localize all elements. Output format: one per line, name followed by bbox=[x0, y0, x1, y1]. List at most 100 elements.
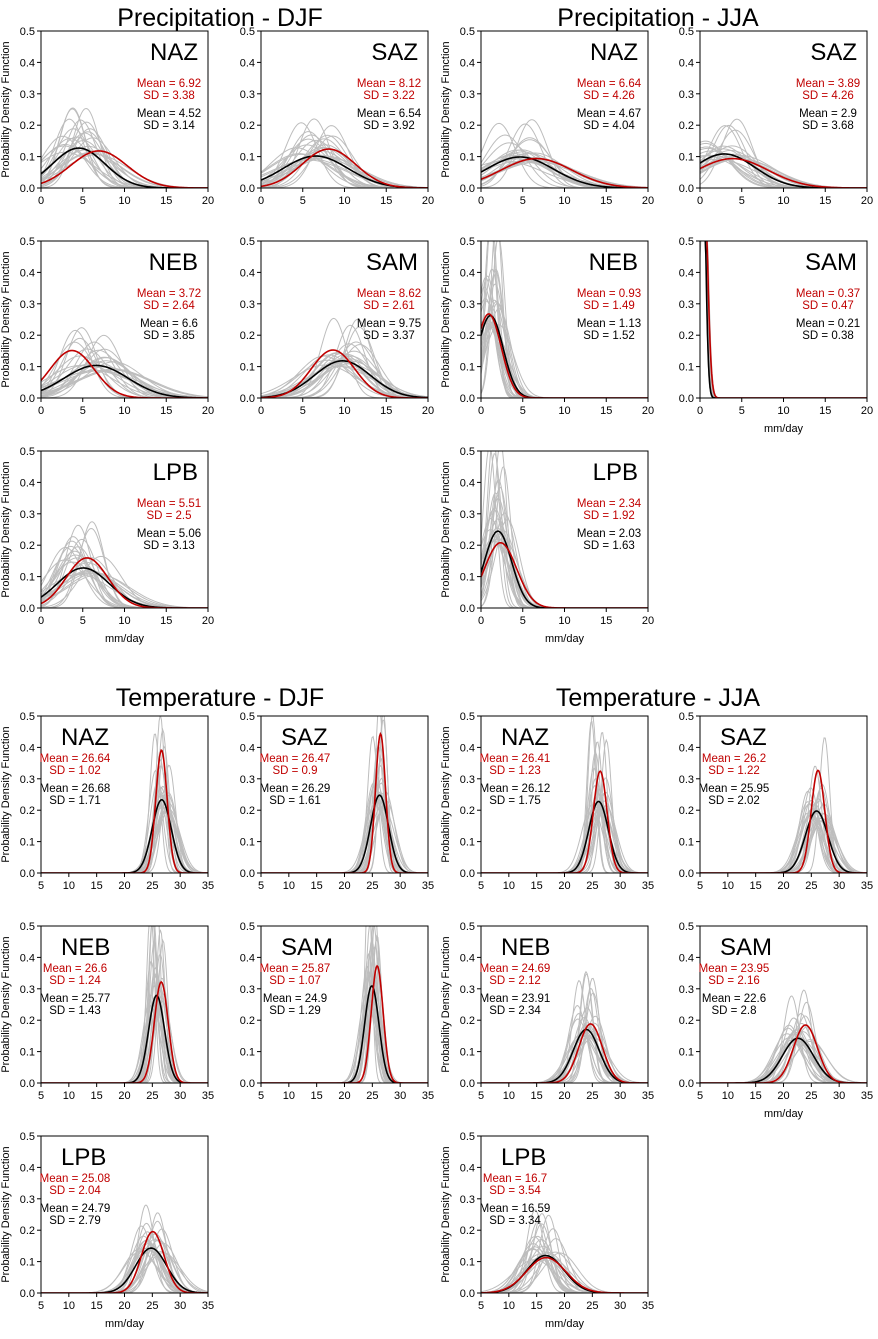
y-tick-label: 0.3 bbox=[679, 89, 694, 101]
member-curve bbox=[481, 123, 648, 188]
x-tick-label: 10 bbox=[503, 1090, 515, 1102]
observed-curve bbox=[41, 150, 208, 188]
x-tick-label: 35 bbox=[422, 880, 434, 892]
region-label: SAM bbox=[805, 249, 857, 276]
x-tick-label: 5 bbox=[478, 1300, 484, 1312]
region-label: NEB bbox=[149, 249, 198, 276]
x-tick-label: 15 bbox=[531, 1090, 543, 1102]
x-axis-label: mm/day bbox=[105, 633, 145, 645]
model-sd-label: SD = 3.85 bbox=[143, 330, 194, 342]
y-tick-label: 0.4 bbox=[460, 57, 475, 69]
model-mean-label: Mean = 26.68 bbox=[40, 783, 111, 795]
region-label: NAZ bbox=[501, 724, 549, 751]
y-tick-label: 0.4 bbox=[20, 952, 35, 964]
member-curve bbox=[481, 276, 648, 398]
model-mean-label: Mean = 16.59 bbox=[480, 1203, 551, 1215]
y-tick-label: 0.5 bbox=[20, 236, 35, 248]
y-tick-label: 0.5 bbox=[240, 711, 255, 723]
member-curve bbox=[700, 818, 867, 873]
x-tick-label: 20 bbox=[422, 405, 434, 417]
y-tick-label: 0.1 bbox=[679, 362, 694, 374]
x-tick-label: 10 bbox=[558, 405, 570, 417]
x-tick-label: 35 bbox=[422, 1090, 434, 1102]
obs-mean-label: Mean = 26.47 bbox=[260, 753, 331, 765]
y-tick-label: 0.3 bbox=[240, 984, 255, 996]
x-tick-label: 5 bbox=[300, 405, 306, 417]
y-tick-label: 0.4 bbox=[20, 57, 35, 69]
observed-curve bbox=[481, 157, 648, 188]
y-tick-label: 0.0 bbox=[679, 183, 694, 195]
model-mean-label: Mean = 24.79 bbox=[40, 1203, 111, 1215]
member-curve bbox=[700, 989, 867, 1083]
x-tick-label: 20 bbox=[558, 1300, 570, 1312]
pdf-panel-temperature-DJF-SAM: 0.0 0.1 0.2 0.3 0.4 0.5 5 10 15 20 25 30 35 SAM Mean =… bbox=[240, 921, 434, 1102]
y-tick-label: 0.0 bbox=[460, 868, 475, 880]
x-tick-label: 15 bbox=[160, 195, 172, 207]
x-tick-label: 10 bbox=[503, 1300, 515, 1312]
x-tick-label: 30 bbox=[614, 880, 626, 892]
x-tick-label: 5 bbox=[258, 1090, 264, 1102]
y-tick-label: 0.5 bbox=[20, 921, 35, 933]
y-axis-label: Probability Density Function bbox=[0, 41, 12, 177]
x-tick-label: 15 bbox=[160, 615, 172, 627]
member-curve bbox=[700, 1038, 867, 1083]
model-mean-label: Mean = 25.95 bbox=[699, 783, 770, 795]
member-curve bbox=[481, 275, 648, 398]
model-mean-label: Mean = 2.9 bbox=[799, 108, 857, 120]
member-curve bbox=[41, 794, 208, 873]
region-label: NEB bbox=[61, 934, 110, 961]
member-curve bbox=[481, 451, 648, 608]
obs-mean-label: Mean = 3.89 bbox=[796, 78, 860, 90]
x-tick-label: 25 bbox=[805, 880, 817, 892]
x-tick-label: 10 bbox=[63, 880, 75, 892]
pdf-panel-temperature-JJA-SAZ: 0.0 0.1 0.2 0.3 0.4 0.5 5 10 15 20 25 30 35 SAZ Mean =… bbox=[679, 711, 873, 892]
x-tick-label: 10 bbox=[558, 615, 570, 627]
y-tick-label: 0.5 bbox=[460, 26, 475, 38]
member-curve bbox=[41, 1247, 208, 1293]
pdf-panel-precipitation-JJA-NEB: 0.0 0.1 0.2 0.3 0.4 0.5 0 5 10 15 20 Probability De… bbox=[440, 236, 654, 417]
y-tick-label: 0.4 bbox=[460, 742, 475, 754]
x-tick-label: 10 bbox=[338, 405, 350, 417]
x-tick-label: 0 bbox=[38, 615, 44, 627]
x-tick-label: 20 bbox=[202, 195, 214, 207]
y-tick-label: 0.3 bbox=[460, 89, 475, 101]
y-tick-label: 0.2 bbox=[460, 1015, 475, 1027]
y-tick-label: 0.2 bbox=[20, 1225, 35, 1237]
x-tick-label: 0 bbox=[478, 405, 484, 417]
region-label: NAZ bbox=[61, 724, 109, 751]
member-curve bbox=[41, 151, 208, 188]
member-curve bbox=[481, 300, 648, 398]
pdf-panel-temperature-JJA-SAM: 0.0 0.1 0.2 0.3 0.4 0.5 5 10 15 20 25 30 35 mm/day SAM… bbox=[679, 921, 873, 1120]
member-curve bbox=[41, 794, 208, 873]
y-tick-label: 0.0 bbox=[20, 1078, 35, 1090]
member-curve bbox=[481, 1248, 648, 1293]
model-sd-label: SD = 1.52 bbox=[583, 330, 634, 342]
y-tick-label: 0.4 bbox=[240, 267, 255, 279]
pdf-panel-temperature-JJA-NEB: 0.0 0.1 0.2 0.3 0.4 0.5 5 10 15 20 25 30 35 Probabili… bbox=[440, 921, 654, 1102]
member-curve bbox=[700, 812, 867, 873]
model-sd-label: SD = 2.34 bbox=[489, 1005, 541, 1017]
member-curve bbox=[481, 509, 648, 608]
observed-curve bbox=[41, 980, 208, 1083]
region-label: NAZ bbox=[590, 39, 638, 66]
obs-mean-label: Mean = 24.69 bbox=[480, 963, 551, 975]
y-tick-label: 0.1 bbox=[679, 837, 694, 849]
member-curve bbox=[41, 521, 208, 608]
y-tick-label: 0.0 bbox=[240, 868, 255, 880]
model-mean-label: Mean = 24.9 bbox=[263, 993, 327, 1005]
member-curve bbox=[41, 1000, 208, 1083]
x-tick-label: 10 bbox=[722, 880, 734, 892]
y-tick-label: 0.5 bbox=[679, 711, 694, 723]
member-curve bbox=[481, 451, 648, 608]
x-tick-label: 10 bbox=[118, 195, 130, 207]
model-sd-label: SD = 2.79 bbox=[49, 1215, 100, 1227]
model-sd-label: SD = 3.92 bbox=[363, 120, 414, 132]
y-tick-label: 0.5 bbox=[460, 236, 475, 248]
x-tick-label: 30 bbox=[394, 880, 406, 892]
x-tick-label: 15 bbox=[160, 405, 172, 417]
x-tick-label: 20 bbox=[202, 615, 214, 627]
obs-sd-label: SD = 0.47 bbox=[802, 300, 853, 312]
model-mean-label: Mean = 2.03 bbox=[577, 528, 641, 540]
member-curve bbox=[700, 800, 867, 873]
member-curve bbox=[700, 814, 867, 873]
